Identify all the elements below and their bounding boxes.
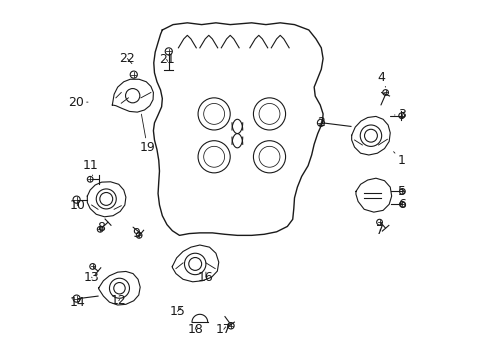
Text: 12: 12 (111, 294, 126, 307)
Text: 9: 9 (132, 227, 140, 240)
Text: 8: 8 (97, 221, 105, 234)
Text: 2: 2 (316, 116, 324, 129)
Text: 10: 10 (69, 199, 85, 212)
Text: 18: 18 (187, 323, 203, 336)
Text: 3: 3 (394, 108, 405, 121)
Text: 7: 7 (375, 224, 384, 237)
Text: 1: 1 (393, 152, 405, 167)
Text: 16: 16 (198, 271, 213, 284)
Text: 6: 6 (398, 198, 406, 211)
Text: 4: 4 (376, 71, 385, 87)
Text: 21: 21 (159, 53, 174, 66)
Text: 11: 11 (82, 159, 98, 176)
Text: 14: 14 (69, 296, 85, 309)
Text: 22: 22 (119, 52, 135, 65)
Text: 15: 15 (169, 305, 185, 318)
Text: 20: 20 (68, 96, 88, 109)
Text: 5: 5 (398, 185, 406, 198)
Text: 17: 17 (215, 323, 231, 336)
Text: 13: 13 (83, 271, 99, 284)
Text: 19: 19 (139, 114, 155, 154)
